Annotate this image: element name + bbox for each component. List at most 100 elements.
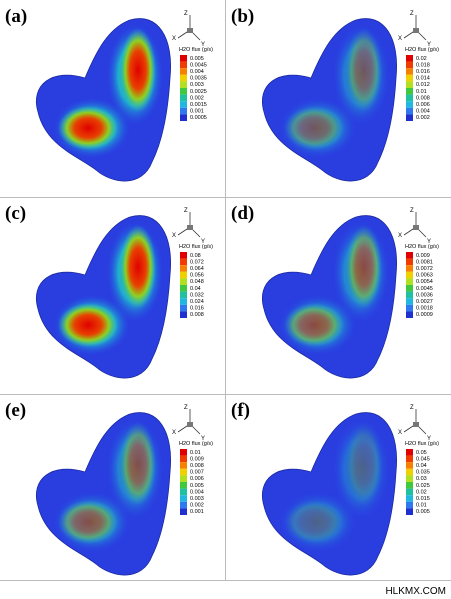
legend-swatch <box>180 285 187 292</box>
legend-swatch <box>180 311 187 318</box>
flux-region <box>346 422 382 506</box>
panel-label: (d) <box>231 203 254 224</box>
axis-label: X <box>398 233 402 239</box>
flux-region <box>58 106 118 150</box>
legend-swatch <box>406 291 413 299</box>
legend-swatch <box>406 81 413 88</box>
legend-level: 0.045 <box>416 456 430 462</box>
panel-label: (f) <box>231 400 250 421</box>
legend-swatch <box>180 88 187 95</box>
legend-swatch <box>180 74 187 82</box>
legend-level: 0.0054 <box>416 279 433 285</box>
legend-swatch <box>180 271 187 279</box>
legend-swatch <box>406 101 413 108</box>
legend-swatch <box>406 55 413 62</box>
legend-swatch <box>180 55 187 62</box>
legend-level: 0.012 <box>416 82 430 88</box>
flux-region <box>120 225 156 309</box>
legend-swatch <box>406 508 413 515</box>
legend-swatch <box>180 449 187 456</box>
legend-level: 0.006 <box>416 102 430 108</box>
axis-box <box>413 225 419 230</box>
axis-label: Y <box>201 42 205 48</box>
legend-swatch <box>406 304 413 312</box>
axis-box <box>187 422 193 427</box>
legend-level: 0.025 <box>416 483 430 489</box>
axis-label: X <box>172 233 176 239</box>
axis-label: Z <box>410 405 414 411</box>
legend-level: 0.08 <box>190 253 201 259</box>
legend-level: 0.018 <box>416 62 430 68</box>
legend-level: 0.008 <box>190 312 204 318</box>
legend-level: 0.001 <box>190 509 204 515</box>
legend-level: 0.0018 <box>416 306 433 312</box>
panel-label: (b) <box>231 6 254 27</box>
legend-swatch <box>180 455 187 463</box>
legend-level: 0.015 <box>416 496 430 502</box>
flux-region <box>120 422 156 506</box>
axis-label: X <box>398 430 402 436</box>
legend-swatch <box>406 455 413 463</box>
legend-level: 0.05 <box>416 450 427 456</box>
legend-level: 0.003 <box>190 82 204 88</box>
axis-label: Y <box>427 436 431 442</box>
legend-level: 0.009 <box>416 253 430 259</box>
flux-region <box>346 28 382 112</box>
legend-level: 0.0027 <box>416 299 433 305</box>
legend-swatch <box>180 101 187 108</box>
legend-title: H2O flux (g/s) <box>179 244 213 250</box>
legend-swatch <box>406 449 413 456</box>
legend-level: 0.016 <box>416 69 430 75</box>
legend-swatch <box>406 462 413 469</box>
legend-swatch <box>406 278 413 285</box>
legend-title: H2O flux (g/s) <box>179 47 213 53</box>
legend-level: 0.032 <box>190 292 204 298</box>
legend-level: 0.01 <box>190 450 201 456</box>
legend-swatch <box>406 298 413 305</box>
legend-level: 0.0009 <box>416 312 433 318</box>
legend-title: H2O flux (g/s) <box>405 244 439 250</box>
legend-level: 0.008 <box>416 95 430 101</box>
legend-level: 0.009 <box>190 456 204 462</box>
legend-swatch <box>406 107 413 115</box>
axis-box <box>187 28 193 33</box>
legend-level: 0.002 <box>190 503 204 509</box>
legend-swatch <box>406 495 413 502</box>
axis-box <box>187 225 193 230</box>
flux-region <box>58 303 118 347</box>
legend-level: 0.056 <box>190 273 204 279</box>
legend-swatch <box>406 265 413 272</box>
flux-region <box>346 225 382 309</box>
flux-region <box>120 28 156 112</box>
legend-level: 0.03 <box>416 476 427 482</box>
legend-swatch <box>406 488 413 496</box>
legend-swatch <box>406 475 413 482</box>
legend-level: 0.014 <box>416 76 430 82</box>
legend-level: 0.02 <box>416 56 427 62</box>
legend-level: 0.01 <box>416 89 427 95</box>
legend-level: 0.0063 <box>416 273 433 279</box>
legend-swatch <box>180 501 187 509</box>
legend-swatch <box>406 501 413 509</box>
legend-swatch <box>406 311 413 318</box>
legend-swatch <box>406 94 413 102</box>
legend-level: 0.004 <box>416 109 430 115</box>
legend-level: 0.0045 <box>190 62 207 68</box>
legend-swatch <box>180 114 187 121</box>
legend-swatch <box>180 462 187 469</box>
legend-swatch <box>180 278 187 285</box>
axis-label: X <box>398 36 402 42</box>
legend-swatch <box>180 81 187 88</box>
legend-level: 0.002 <box>190 95 204 101</box>
legend-swatch <box>180 68 187 75</box>
legend-swatch <box>406 68 413 75</box>
panel-label: (c) <box>5 203 26 224</box>
legend-swatch <box>180 252 187 259</box>
axis-label: Z <box>410 11 414 17</box>
legend-title: H2O flux (g/s) <box>405 441 439 447</box>
axis-label: Z <box>184 405 188 411</box>
